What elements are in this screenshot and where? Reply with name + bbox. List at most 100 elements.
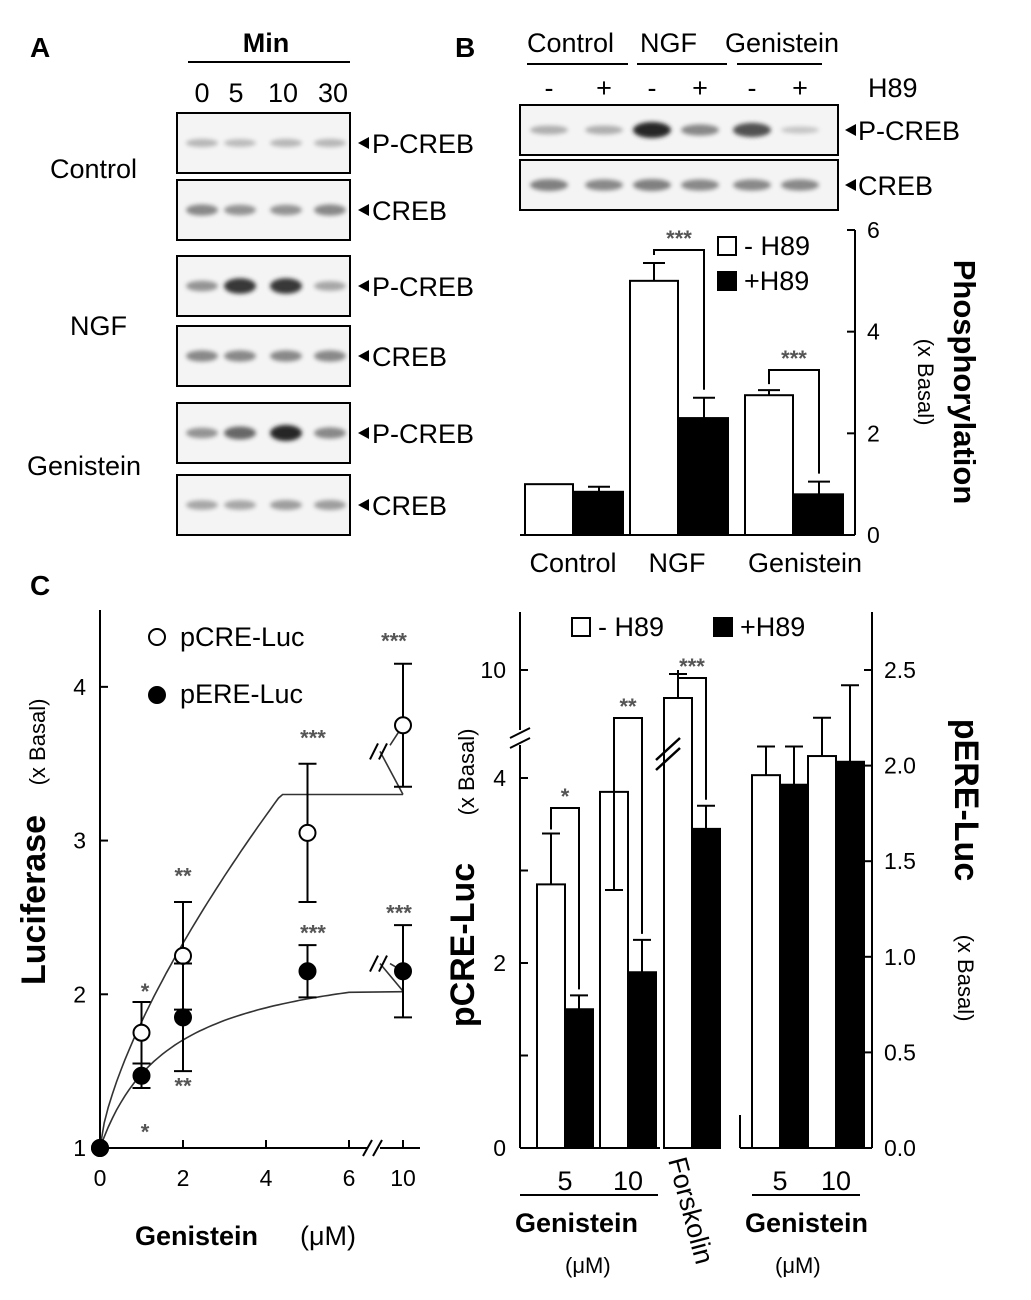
blot-b-strips: P-CREB CREB [519,104,960,211]
blot-a-band [314,204,346,216]
chart-c-left-star-upper: * [141,979,150,1004]
blot-b-h89-sign: + [792,73,808,103]
chart-c-right-significance-stars: ** [619,694,637,719]
blot-a-band [314,281,346,291]
blot-b-h89-sign: - [545,73,554,103]
chart-c-right-forskolin-label: Forskolin [662,1154,719,1268]
blot-a-band [224,204,256,216]
chart-b-bar [679,417,729,537]
blot-b-group-control: Control [527,28,614,58]
chart-c-right-pere-group-label: 5 [772,1166,787,1196]
blot-b-h89-sign: - [648,73,657,103]
chart-b-bar [574,490,624,536]
blot-b-band [733,179,771,191]
chart-c-left-point-pere [298,962,317,981]
blot-a-row-label: CREB [372,196,447,226]
chart-c-right-axis-break [509,737,531,749]
arrow-icon [358,350,369,362]
chart-c-left-star-upper: *** [381,628,407,653]
panel-b-blot: Control NGF Genistein H89 - + - + - + P-CREB C… [519,28,960,211]
chart-c-right-significance-stars: * [561,784,570,809]
chart-b-ytick-label: 2 [867,420,880,446]
chart-b-bar [629,279,679,537]
chart-c-left-point-pere [174,1008,192,1027]
blot-a-row-label: P-CREB [372,272,474,302]
chart-c-right-right-unit: (x Basal) [953,935,978,1022]
chart-c-right-genistein-left: Genistein [515,1208,638,1238]
arrow-icon [845,124,856,136]
chart-c-right-bar-pere-plus [835,760,865,1149]
chart-c-right-bar-pcre-plus [691,827,721,1149]
chart-c-right-bar-pere-minus [807,755,837,1149]
blot-b-band [530,179,568,191]
chart-c-right-bar-pcre-minus [536,883,566,1149]
chart-c-left-star-lower: *** [300,920,326,945]
chart-c-left-xtick-label: 0 [94,1165,107,1191]
chart-c-left-fit-curve-ext [379,751,404,795]
chart-c-right-left-tick-label: 10 [480,657,506,683]
chart-b: - H89 +H89 Control NGF Genistein Phospho… [520,217,982,578]
chart-c-left-ylabel: Luciferase [15,815,53,985]
blot-b-band [781,179,819,191]
chart-c-right-bar-pere-minus [751,774,781,1149]
arrow-icon [358,204,369,216]
blot-b-band [681,124,719,136]
blot-b-band [530,125,568,135]
blot-a-row-label: P-CREB [372,419,474,449]
blot-b-signs: - + - + - + [545,73,808,103]
chart-b-significance-bracket [653,249,705,390]
chart-c-right-right-tick-label: 0.0 [884,1135,916,1161]
chart-c-right-right-tick-label: 2.5 [884,657,916,683]
chart-c-right-bar-pcre-minus [663,697,693,1149]
chart-b-ylabel: Phosphorylation [947,260,982,505]
chart-c-left-xtick-label: 4 [260,1165,273,1191]
chart-c-right-legend-filled-swatch [713,617,733,637]
chart-c-right-right-tick-label: 1.5 [884,848,916,874]
blot-a-header: Min [243,28,290,58]
chart-c-left-xtick-label: 6 [343,1165,356,1191]
blot-a-band [224,278,256,294]
chart-c-left-xlabel-unit: (μM) [300,1221,356,1251]
blot-b-group-ngf: NGF [640,28,697,58]
arrow-icon [358,280,369,292]
chart-b-bar [744,394,794,537]
chart-c-right-legend-open-swatch [571,617,591,637]
panel-letter-b: B [455,32,475,63]
chart-c-left-axis-break [362,1139,373,1157]
chart-b-ytick-label: 0 [867,522,880,548]
blot-a-band [314,138,346,148]
chart-b-bar [794,493,844,537]
chart-b-ytick-label: 4 [867,319,880,345]
chart-b-category-genistein: Genistein [748,548,862,578]
blot-b-h89-label: H89 [868,73,918,103]
chart-c-left-ytick-label: 1 [73,1135,86,1161]
blot-b-group-genistein: Genistein [725,28,839,58]
chart-c-left-ytick-label: 4 [73,674,86,700]
blot-b-band [781,126,819,134]
blot-b-band [733,122,771,138]
blot-a-band [224,500,256,510]
chart-c-left-ytick-label: 2 [73,981,86,1007]
chart-c-left-point-pcre [132,1023,151,1042]
arrow-icon [358,427,369,439]
blot-a-band [314,427,346,439]
chart-c-left-fit-curve-ext [379,963,404,992]
chart-c-left-point-pere [394,962,412,981]
chart-c-right-left-tick-label: 2 [493,950,506,976]
blot-a-row-label: CREB [372,491,447,521]
chart-b-legend-open-swatch [717,236,737,256]
blot-a-band [270,425,302,441]
chart-c-right-legend-minus-h89: - H89 [598,612,664,642]
chart-c-right-axis-break [509,727,531,739]
chart-c-left-legend-pcre: pCRE-Luc [180,622,305,652]
chart-c-right-genistein-right: Genistein [745,1208,868,1238]
blot-a-group-ngf: NGF [70,311,127,341]
chart-b-category-control: Control [529,548,616,578]
blot-a-time-0: 0 [194,78,209,108]
chart-c-right-right-tick-label: 1.0 [884,944,916,970]
blot-b-row-label: CREB [858,171,933,201]
blot-a-band [224,426,256,440]
chart-c-left-star-upper: *** [300,725,326,750]
blot-a-row-label: CREB [372,342,447,372]
blot-a-row-label: P-CREB [372,129,474,159]
